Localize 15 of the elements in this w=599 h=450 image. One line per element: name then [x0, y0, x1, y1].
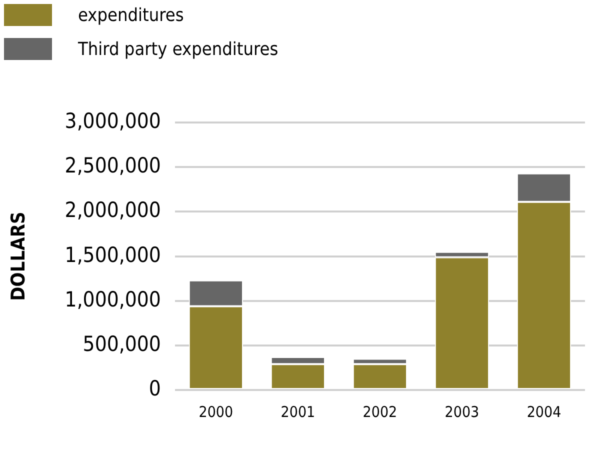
- y-tick-label: 2,500,000: [64, 154, 161, 178]
- x-tick-label: 2002: [362, 402, 398, 421]
- y-tick-label: 3,000,000: [64, 109, 161, 134]
- legend-label: Third party expenditures: [78, 38, 278, 60]
- x-tick-label: 2004: [526, 402, 562, 421]
- legend-label: expenditures: [78, 4, 184, 26]
- x-tick-label: 2003: [444, 402, 480, 421]
- y-tick-label: 2,000,000: [64, 198, 161, 222]
- y-tick-label: 500,000: [82, 332, 161, 356]
- y-axis-title: DOLLARS: [7, 212, 30, 301]
- y-tick-label: 1,000,000: [64, 287, 161, 312]
- y-tick-label: 1,500,000: [64, 242, 161, 267]
- x-tick-label: 2001: [280, 402, 316, 421]
- y-tick-label: 0: [148, 376, 161, 400]
- x-tick-label: 2000: [198, 402, 234, 421]
